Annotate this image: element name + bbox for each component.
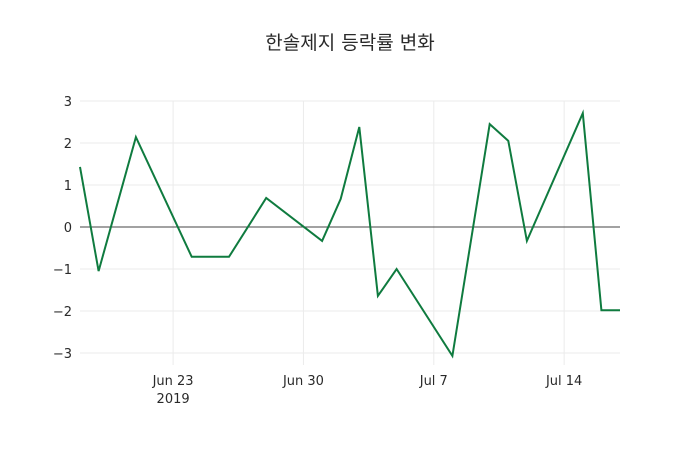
y-tick-label: −3 [53, 347, 72, 362]
series-line[interactable] [79, 109, 620, 359]
y-tick-label: 2 [64, 137, 72, 152]
y-tick-label: 0 [64, 221, 72, 236]
x-tick-label: Jul 14 [545, 374, 582, 389]
x-axis-ticks: Jun 23 2019 Jun 30 Jul 7 Jul 14 [152, 374, 583, 407]
y-tick-label: −1 [53, 263, 72, 278]
gridlines [80, 100, 620, 365]
x-tick-year: 2019 [157, 392, 190, 407]
y-tick-label: 3 [64, 95, 72, 110]
x-tick-label: Jun 30 [282, 374, 324, 389]
chart-title: 한솔제지 등락률 변화 [265, 32, 435, 54]
y-tick-label: −2 [53, 305, 72, 320]
x-tick-label: Jul 7 [419, 374, 448, 389]
x-tick-label: Jun 23 [152, 374, 194, 389]
y-tick-label: 1 [64, 179, 72, 194]
y-axis-ticks: 3 2 1 0 −1 −2 −3 [53, 95, 72, 362]
